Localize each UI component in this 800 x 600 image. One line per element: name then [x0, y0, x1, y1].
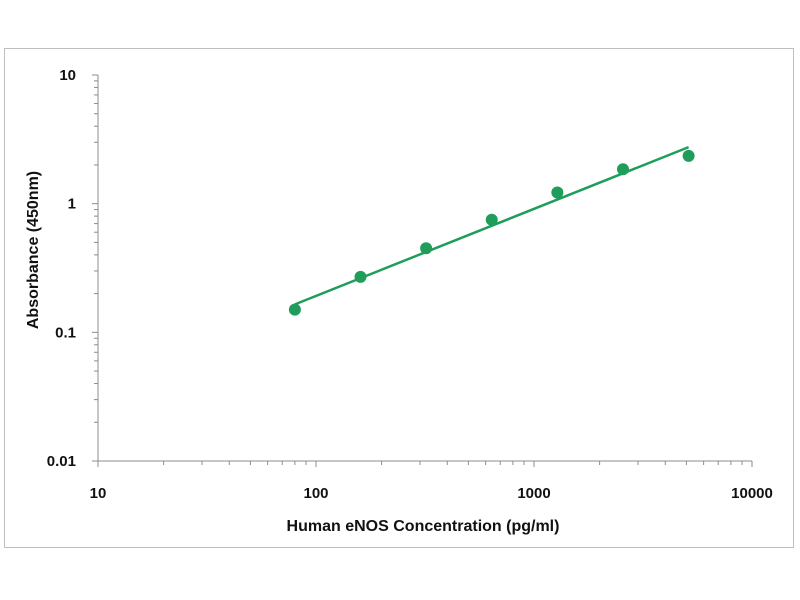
- data-point: [616, 163, 629, 176]
- y-tick-label: 0.1: [55, 324, 76, 341]
- fit-line: [294, 145, 690, 306]
- y-tick-label: 1: [68, 196, 76, 213]
- series-markers: [288, 145, 695, 316]
- data-point: [485, 213, 498, 226]
- x-tick-label: 10: [90, 485, 107, 502]
- chart-frame: [4, 48, 794, 548]
- data-point: [354, 270, 367, 283]
- tick-marks: [92, 74, 753, 467]
- x-tick-label: 100: [303, 485, 328, 502]
- axes: [97, 75, 752, 462]
- tick-labels: 10 100 1000 10000 10 1 0.1 0.01: [47, 67, 773, 502]
- data-point: [682, 149, 695, 162]
- y-tick-label: 0.01: [47, 453, 76, 470]
- y-axis-title: Absorbance (450nm): [25, 171, 42, 329]
- data-point: [551, 186, 564, 199]
- x-axis-title: Human eNOS Concentration (pg/ml): [287, 518, 560, 535]
- y-tick-label: 10: [59, 67, 76, 84]
- x-tick-label: 10000: [731, 485, 773, 502]
- x-tick-label: 1000: [517, 485, 550, 502]
- data-point: [420, 242, 433, 255]
- data-point: [288, 303, 301, 316]
